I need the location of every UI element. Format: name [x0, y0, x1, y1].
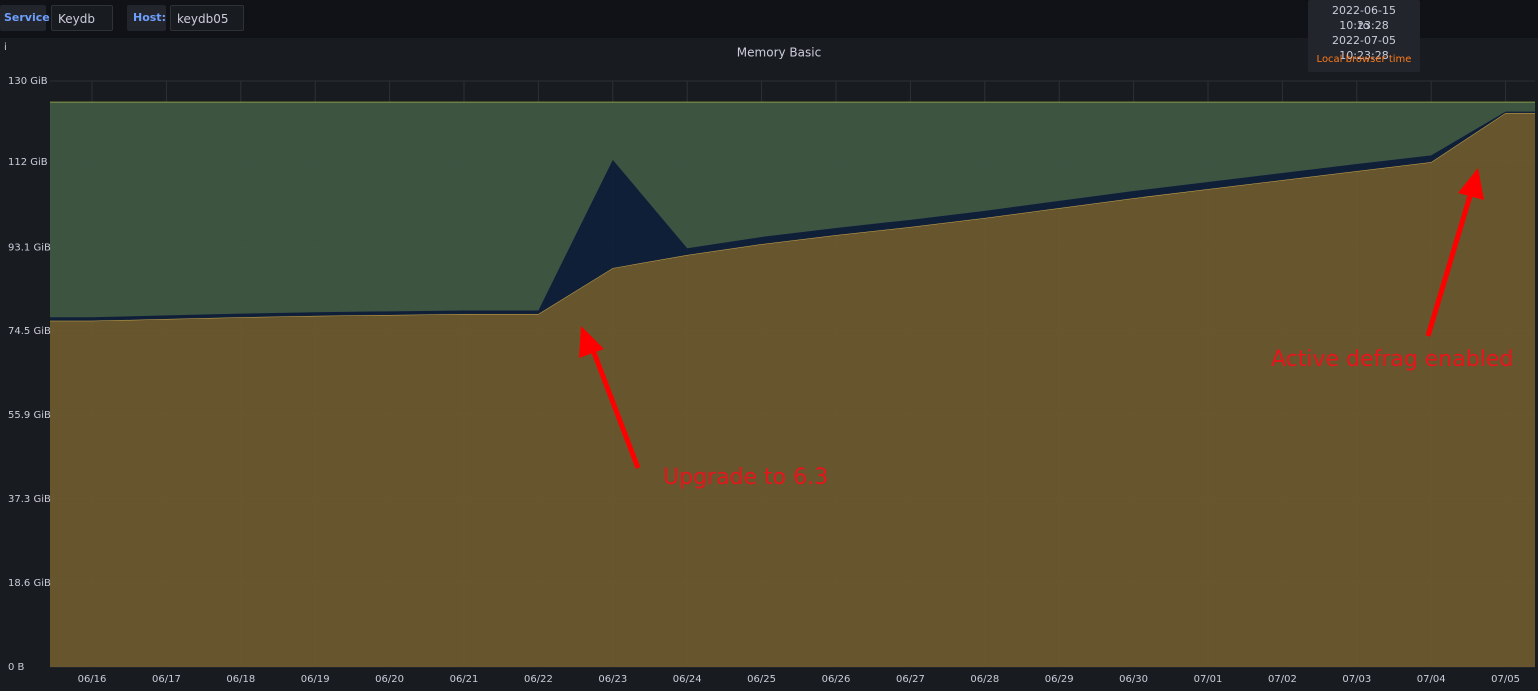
plot-area — [50, 101, 1535, 667]
area — [50, 113, 1535, 667]
x-tick-label: 06/29 — [1045, 674, 1074, 685]
service-value: Keydb — [58, 12, 95, 26]
arrow-head — [579, 326, 604, 358]
x-tick-label: 06/17 — [152, 674, 181, 685]
y-tick-label: 37.3 GiB — [8, 494, 51, 505]
panel-info[interactable]: i — [4, 42, 7, 53]
time-tooltip: 2022-06-15 10:23:28 to 2022-07-05 10:23:… — [1308, 0, 1420, 72]
annotations: Upgrade to 6.3 Active defrag enabled — [663, 347, 1513, 490]
y-tick-label: 93.1 GiB — [8, 242, 51, 253]
x-tick-label: 06/23 — [598, 674, 627, 685]
y-tick-label: 130 GiB — [8, 76, 48, 87]
x-tick-label: 06/28 — [970, 674, 999, 685]
x-tick-label: 07/03 — [1342, 674, 1371, 685]
x-tick-label: 07/02 — [1268, 674, 1297, 685]
x-tick-label: 07/05 — [1491, 674, 1520, 685]
arrow-head — [1458, 168, 1484, 200]
x-tick-label: 06/25 — [747, 674, 776, 685]
service-select[interactable]: Keydb — [51, 5, 113, 48]
y-tick-label: 0 B — [8, 662, 25, 673]
x-tick-label: 06/16 — [78, 674, 107, 685]
time-until: 2022-07-05 10:23:28 — [1332, 34, 1396, 62]
y-tick-label: 18.6 GiB — [8, 578, 51, 589]
chart-panel: i Memory Basic 0 B 18.6 GiB 37.3 GiB 55.9 G… — [0, 38, 1538, 691]
time-separator: to — [1358, 19, 1370, 32]
chart-title: Memory Basic — [737, 46, 821, 60]
host-select[interactable]: keydb05 — [170, 5, 244, 48]
x-tick-label: 07/04 — [1417, 674, 1446, 685]
arrow — [590, 349, 641, 469]
host-label: Host: — [127, 5, 166, 31]
x-tick-label: 07/01 — [1194, 674, 1223, 685]
arrow — [1425, 195, 1473, 337]
y-tick-label: 112 GiB — [8, 157, 48, 168]
area — [50, 102, 1535, 318]
annotation: Active defrag enabled — [1271, 347, 1513, 372]
x-tick-label: 06/24 — [673, 674, 702, 685]
time-from: 2022-06-15 10:23:28 — [1332, 4, 1396, 32]
axes: 0 B 18.6 GiB 37.3 GiB 55.9 GiB 74.5 GiB 93.1 … — [8, 76, 1520, 685]
x-tick-label: 06/21 — [450, 674, 479, 685]
x-tick-label: 06/30 — [1119, 674, 1148, 685]
y-tick-label: 55.9 GiB — [8, 410, 51, 421]
x-tick-label: 06/26 — [822, 674, 851, 685]
x-tick-label: 06/20 — [375, 674, 404, 685]
host-value: keydb05 — [177, 12, 229, 26]
x-tick-label: 06/18 — [226, 674, 255, 685]
annotation-arrows — [579, 168, 1484, 469]
annotation: Upgrade to 6.3 — [663, 465, 828, 490]
y-tick-label: 74.5 GiB — [8, 326, 51, 337]
area-line — [50, 111, 1535, 318]
x-tick-label: 06/27 — [896, 674, 925, 685]
service-label: Service — [0, 5, 50, 31]
time-note: Local browser time — [1316, 54, 1412, 65]
x-tick-label: 06/19 — [301, 674, 330, 685]
x-tick-label: 06/22 — [524, 674, 553, 685]
